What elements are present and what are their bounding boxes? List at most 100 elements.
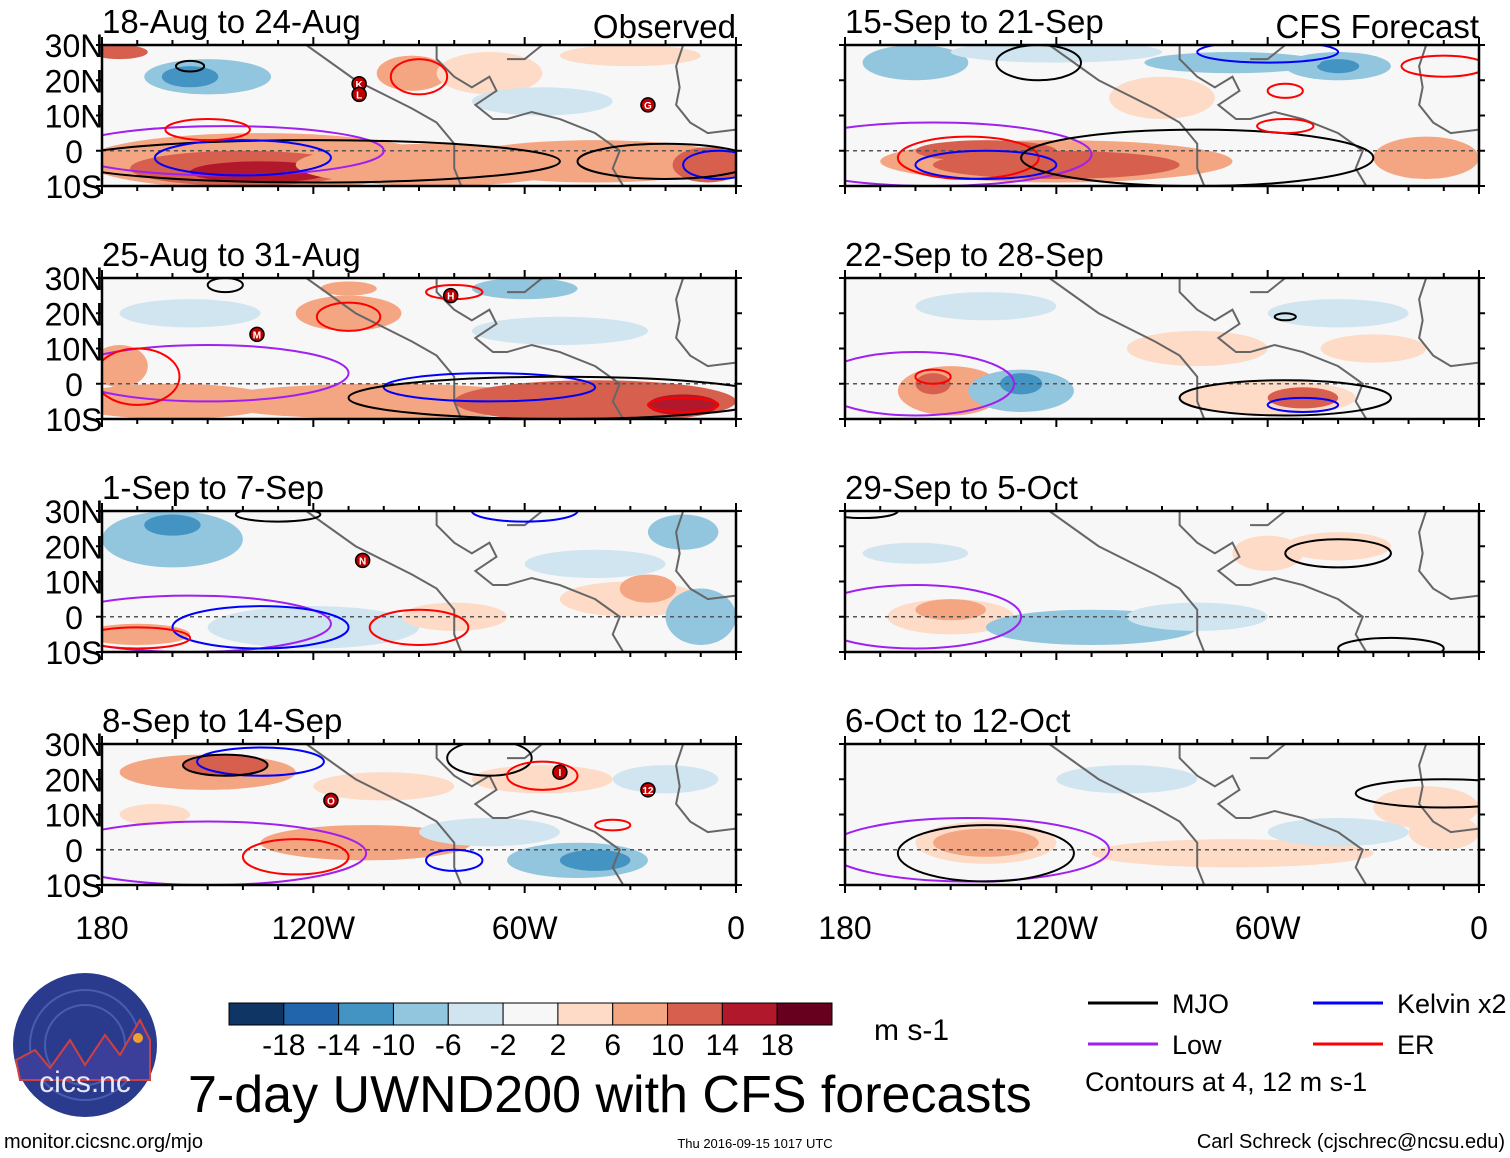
map-panel: 29-Sep to 5-Oct <box>839 469 1485 660</box>
filtered-wave-contour <box>241 838 350 876</box>
lat-tick-label: 30N <box>45 28 104 64</box>
wind-anomaly-region <box>1408 814 1479 850</box>
filtered-wave-contour <box>845 584 1023 650</box>
colorbar-swatch <box>502 1002 559 1026</box>
wind-anomaly-region <box>1056 765 1198 794</box>
lat-tick-label: 30N <box>45 494 104 530</box>
panel-title: 8-Sep to 14-Sep <box>102 702 342 739</box>
storm-label: N <box>359 556 366 567</box>
lon-tick-label: 0 <box>1470 910 1488 946</box>
storm-label: 12 <box>642 786 654 797</box>
legend-label: Kelvin x2 <box>1397 989 1507 1019</box>
coastline <box>305 744 463 885</box>
filtered-wave-contour <box>389 58 449 96</box>
filtered-wave-contour <box>1266 396 1340 413</box>
tropical-storm-marker: H <box>442 287 459 304</box>
colorbar-swatch <box>776 1002 833 1026</box>
filtered-wave-contour <box>102 343 350 403</box>
colorbar-swatch <box>721 1002 778 1026</box>
colorbar-swatch <box>392 1002 449 1026</box>
filtered-wave-contour <box>1020 128 1375 186</box>
lat-tick-label: 10S <box>46 868 103 904</box>
coastline <box>435 511 625 652</box>
lat-tick-label: 30N <box>45 727 104 763</box>
wind-anomaly-region <box>1126 330 1268 367</box>
tropical-storm-marker: L <box>351 86 367 103</box>
filtered-wave-contour <box>1337 636 1445 652</box>
wind-anomaly-region <box>183 754 268 776</box>
filtered-wave-contour <box>102 820 368 885</box>
colorbar-swatch <box>667 1002 723 1026</box>
storm-label: L <box>356 90 362 101</box>
coastline <box>507 278 543 294</box>
legend: MJO Kelvin x2 Low ER <box>1088 989 1507 1060</box>
coastline <box>435 45 625 186</box>
wind-anomaly-region <box>1021 616 1162 638</box>
colorbar-swatch <box>447 1002 504 1026</box>
coastline <box>1048 744 1206 885</box>
wind-anomaly-region <box>471 278 578 300</box>
cics-logo: cics.nc <box>13 973 157 1117</box>
coastline <box>1418 744 1479 834</box>
figure-title: 7-day UWND200 with CFS forecasts <box>188 1066 1032 1124</box>
wind-anomaly-region <box>672 147 736 183</box>
filtered-wave-contour <box>845 351 1016 417</box>
wind-anomaly-region <box>1373 136 1479 179</box>
coastline <box>1418 278 1479 368</box>
coastline <box>1048 511 1206 652</box>
coastline <box>305 45 463 186</box>
wind-anomaly-region <box>1091 839 1374 868</box>
coastline <box>305 278 463 419</box>
storm-label: O <box>327 796 335 807</box>
wind-anomaly-region <box>559 45 701 67</box>
legend-note: Contours at 4, 12 m s-1 <box>1085 1067 1367 1097</box>
coastline <box>1418 45 1479 135</box>
lat-tick-label: 10N <box>45 99 104 135</box>
wind-anomaly-region <box>419 818 560 847</box>
wind-anomaly-region <box>1109 76 1215 120</box>
lat-tick-label: 10S <box>46 169 103 205</box>
tropical-storm-marker: G <box>640 97 656 113</box>
lat-tick-label: 20N <box>45 63 104 99</box>
colorbar-label: -2 <box>490 1029 517 1062</box>
wind-anomaly-region <box>161 66 219 88</box>
filtered-wave-contour <box>682 149 736 180</box>
tropical-storm-marker: 12 <box>640 782 656 798</box>
coastline <box>1250 511 1286 527</box>
colorbar-swatch <box>612 1002 669 1026</box>
filtered-wave-contour <box>102 626 192 650</box>
colorbar-swatch <box>338 1002 394 1026</box>
coastline <box>675 744 736 834</box>
filtered-wave-contour <box>1178 379 1392 417</box>
filtered-wave-contour <box>1266 82 1304 99</box>
colorbar-label: -18 <box>262 1029 305 1062</box>
filtered-wave-contour <box>102 347 181 406</box>
legend-label: ER <box>1397 1030 1435 1060</box>
coastline <box>435 744 625 885</box>
colorbar-label: -6 <box>435 1029 462 1062</box>
coastline <box>1178 278 1368 419</box>
lat-tick-label: 20N <box>45 529 104 565</box>
wind-anomaly-region <box>665 588 736 645</box>
filtered-wave-contour <box>506 760 579 791</box>
lat-tick-label: 0 <box>65 600 83 636</box>
lat-tick-label: 10S <box>46 635 103 671</box>
filtered-wave-contour <box>576 142 736 180</box>
filtered-wave-contour <box>206 278 244 294</box>
wind-anomaly-region <box>119 299 261 328</box>
wind-anomaly-region <box>933 828 1039 857</box>
observed-column-label: Observed <box>593 8 736 45</box>
wind-anomaly-region <box>471 316 648 345</box>
wind-anomaly-region <box>102 344 148 388</box>
wind-anomaly-region <box>313 772 455 801</box>
wind-anomaly-region <box>647 514 719 550</box>
footer-author[interactable]: Carl Schreck (cjschrec@ncsu.edu) <box>1197 1131 1505 1153</box>
footer-url[interactable]: monitor.cicsnc.org/mjo <box>4 1131 203 1153</box>
lat-tick-label: 10N <box>45 565 104 601</box>
legend-item: MJO <box>1088 989 1229 1019</box>
wind-anomaly-region <box>144 514 201 536</box>
filtered-wave-contour <box>1400 54 1479 78</box>
panel-title: 22-Sep to 28-Sep <box>845 236 1104 273</box>
filtered-wave-contour <box>646 396 720 413</box>
